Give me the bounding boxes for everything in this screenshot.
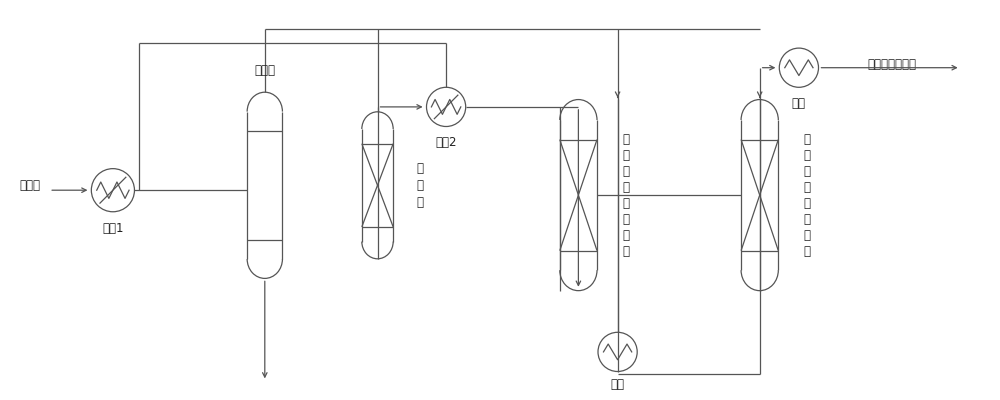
Text: 热交2: 热交2 bbox=[435, 136, 457, 149]
Text: 产品气去下工序: 产品气去下工序 bbox=[868, 58, 917, 71]
Text: 废锅: 废锅 bbox=[611, 378, 625, 391]
Text: 脱
毒
槽: 脱 毒 槽 bbox=[417, 162, 424, 209]
Text: 热交1: 热交1 bbox=[102, 222, 124, 234]
Text: 原料气: 原料气 bbox=[20, 179, 41, 192]
Text: 一
级
多
功
能
反
应
器: 一 级 多 功 能 反 应 器 bbox=[622, 133, 630, 258]
Text: 二
级
甲
烷
化
反
应
器: 二 级 甲 烷 化 反 应 器 bbox=[804, 133, 811, 258]
Text: 废锅: 废锅 bbox=[792, 97, 806, 110]
Text: 分离器: 分离器 bbox=[254, 64, 275, 78]
